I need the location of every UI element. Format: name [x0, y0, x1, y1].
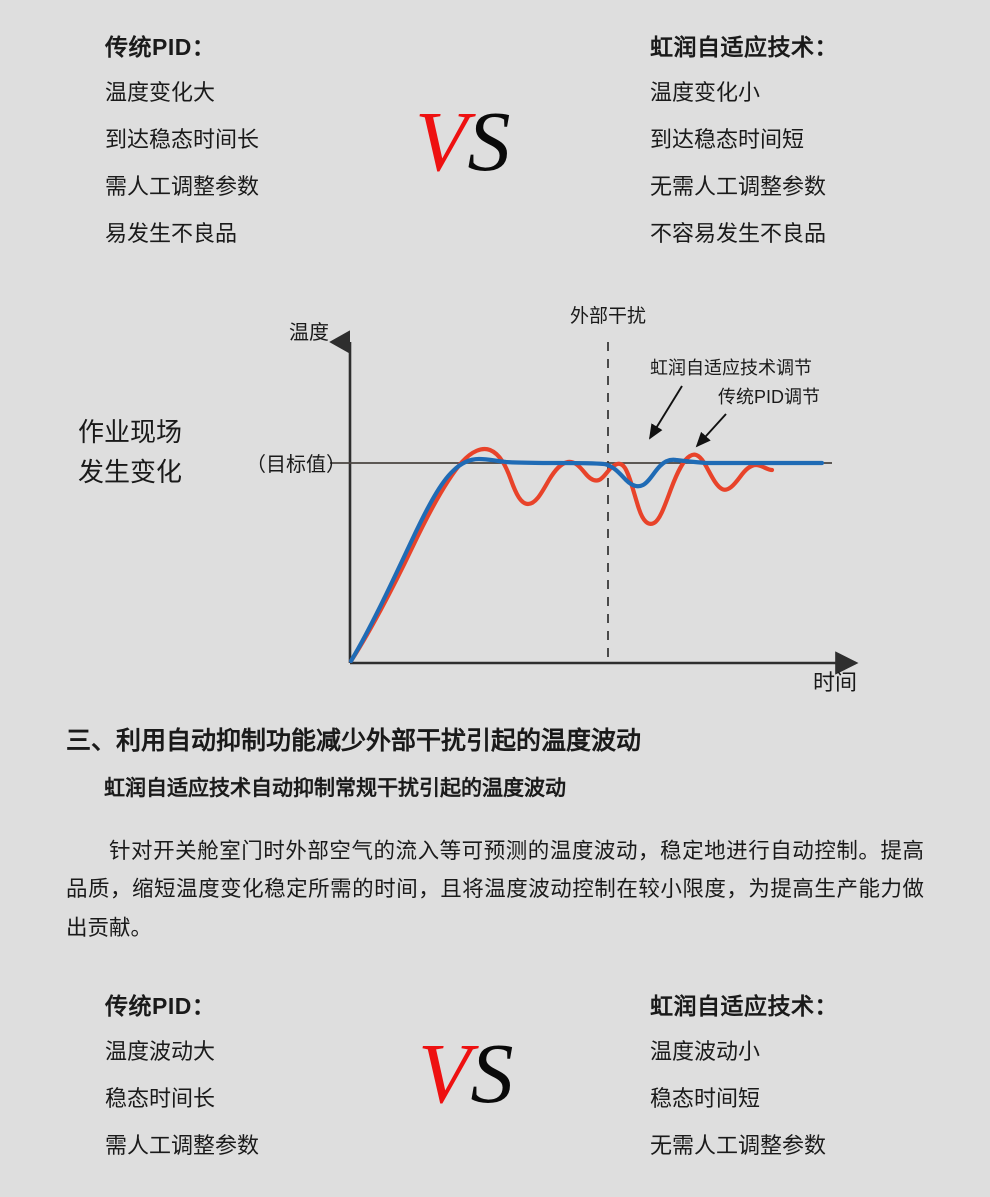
chart-svg: 温度 时间 （目标值） 外部干扰 虹润自适应技术调节 传统PID调节 [246, 305, 859, 695]
series-path-pid [348, 446, 775, 664]
comparison-item: 稳态时间短 [650, 1086, 761, 1111]
comparison-item: 稳态时间长 [105, 1086, 216, 1111]
comparison-item: 无需人工调整参数 [650, 1133, 827, 1158]
comparison-section-bottom: 传统PID： 温度波动大 稳态时间长 需人工调整参数 VS 虹润自适应技术： 温… [0, 975, 990, 1197]
vs-letter-s: S [467, 93, 511, 189]
disturbance-label: 外部干扰 [570, 305, 646, 327]
comparison-column-pid-top: 传统PID： 温度变化大 到达稳态时间长 需人工调整参数 易发生不良品 [105, 28, 259, 270]
vs-badge-bottom: VS [418, 1030, 514, 1116]
column-title-adaptive: 虹润自适应技术： [650, 993, 838, 1019]
annotation-label-pid: 传统PID调节 [718, 387, 820, 407]
comparison-column-pid-bottom: 传统PID： 温度波动大 稳态时间长 需人工调整参数 [105, 987, 259, 1182]
chart-side-note: 作业现场 发生变化 [78, 412, 182, 493]
comparison-item: 温度变化小 [650, 80, 761, 105]
comparison-section-top: 传统PID： 温度变化大 到达稳态时间长 需人工调整参数 易发生不良品 VS 虹… [0, 0, 990, 290]
comparison-item: 温度变化大 [105, 80, 216, 105]
vs-letter-s: S [470, 1025, 514, 1121]
vs-badge-top: VS [415, 98, 511, 184]
comparison-item: 温度波动小 [650, 1039, 761, 1064]
annotation-arrow-pid [695, 413, 727, 448]
section-paragraph: 针对开关舱室门时外部空气的流入等可预测的温度波动，稳定地进行自动控制。提高品质，… [66, 839, 924, 940]
section-heading: 三、利用自动抑制功能减少外部干扰引起的温度波动 [66, 727, 642, 755]
section-sub-heading: 虹润自适应技术自动抑制常规干扰引起的温度波动 [104, 777, 566, 800]
comparison-item: 到达稳态时间长 [105, 127, 260, 152]
comparison-item: 无需人工调整参数 [650, 174, 827, 199]
comparison-item: 需人工调整参数 [105, 174, 260, 199]
response-curve-chart: 作业现场 发生变化 [0, 290, 990, 710]
vs-letter-v: V [415, 93, 468, 189]
side-note-line-1: 作业现场 [78, 417, 183, 447]
comparison-item: 温度波动大 [105, 1039, 216, 1064]
annotation-arrow-adaptive [649, 385, 683, 440]
column-title-adaptive: 虹润自适应技术： [650, 34, 838, 60]
vs-letter-v: V [418, 1025, 471, 1121]
comparison-item: 到达稳态时间短 [650, 127, 805, 152]
y-axis-label: 温度 [289, 321, 329, 344]
target-value-label: （目标值） [246, 453, 346, 476]
comparison-column-adaptive-top: 虹润自适应技术： 温度变化小 到达稳态时间短 无需人工调整参数 不容易发生不良品 [650, 28, 838, 270]
column-title-pid: 传统PID： [105, 34, 216, 60]
column-title-pid: 传统PID： [105, 993, 216, 1019]
comparison-item: 易发生不良品 [105, 221, 238, 246]
comparison-item: 需人工调整参数 [105, 1133, 260, 1158]
side-note-line-2: 发生变化 [78, 457, 183, 488]
annotation-label-adaptive: 虹润自适应技术调节 [650, 358, 812, 378]
comparison-item: 不容易发生不良品 [650, 221, 827, 246]
series-path-adaptive [348, 456, 825, 664]
x-axis-label: 时间 [813, 670, 857, 695]
comparison-column-adaptive-bottom: 虹润自适应技术： 温度波动小 稳态时间短 无需人工调整参数 [650, 987, 838, 1182]
